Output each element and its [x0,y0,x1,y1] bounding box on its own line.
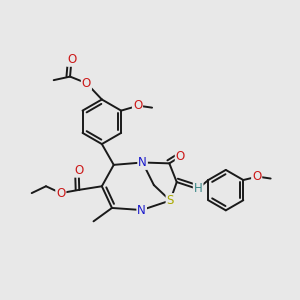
Text: S: S [167,194,174,207]
Text: O: O [74,164,83,177]
Text: O: O [56,187,65,200]
Text: N: N [137,203,146,217]
Text: O: O [67,53,76,66]
Text: H: H [194,182,203,195]
Text: O: O [82,76,91,90]
Text: N: N [138,156,147,169]
Text: O: O [133,99,142,112]
Text: O: O [252,170,261,183]
Text: O: O [176,150,185,163]
